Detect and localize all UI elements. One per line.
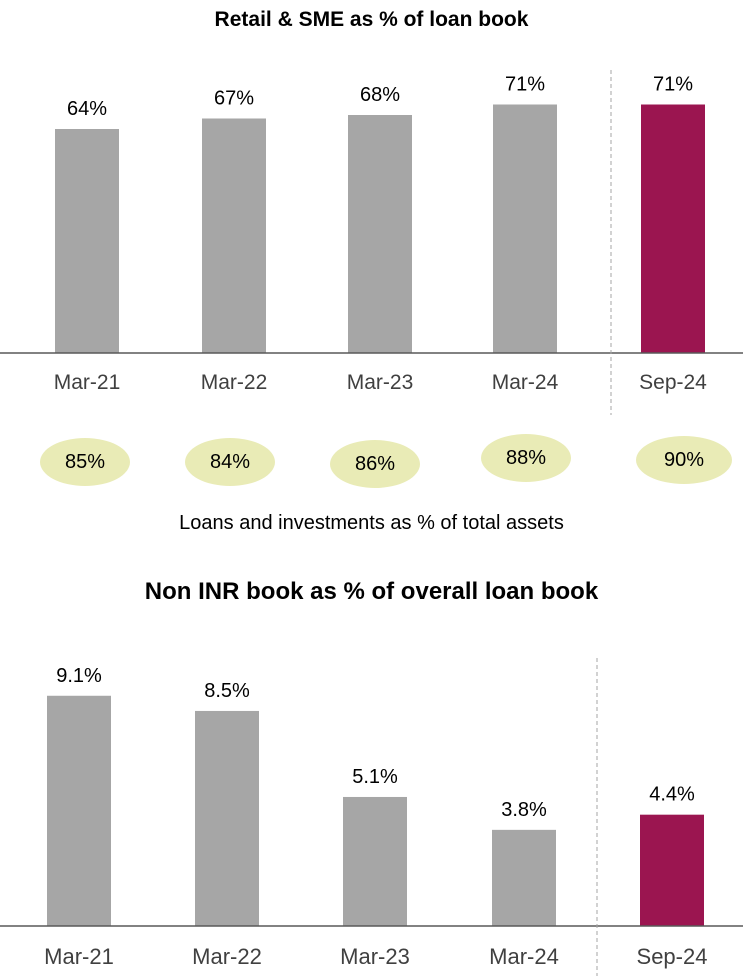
data-label-mar-22: 67% <box>214 88 254 110</box>
oval-mar-24: 88% <box>481 434 571 482</box>
data-label-sep-24: 71% <box>653 74 693 96</box>
tick-label-sep-24: Sep-24 <box>639 371 707 394</box>
bar-mar-24 <box>493 104 557 353</box>
tick-label-mar-22: Mar-22 <box>192 944 262 969</box>
data-label-mar-23: 68% <box>360 84 400 106</box>
bar-sep-24 <box>640 814 704 926</box>
data-label-mar-24: 71% <box>505 74 545 96</box>
loans-investments-ovals: 85% 84% 86% 88% 90% <box>0 434 743 490</box>
tick-label-mar-22: Mar-22 <box>201 371 268 394</box>
data-label-mar-21: 64% <box>67 98 107 120</box>
tick-label-mar-24: Mar-24 <box>489 944 559 969</box>
tick-label-sep-24: Sep-24 <box>637 944 708 969</box>
bar-mar-21 <box>55 129 119 353</box>
tick-label-mar-23: Mar-23 <box>347 371 414 394</box>
oval-mar-22: 84% <box>185 438 275 486</box>
bar-mar-24 <box>492 829 556 926</box>
data-label-mar-23: 5.1% <box>352 766 398 788</box>
chart1-title: Retail & SME as % of loan book <box>214 8 529 31</box>
oval-mar-23: 86% <box>330 440 420 488</box>
bar-mar-22 <box>202 118 266 353</box>
tick-label-mar-24: Mar-24 <box>492 371 559 394</box>
bar-mar-23 <box>343 796 407 926</box>
data-label-sep-24: 4.4% <box>649 784 695 806</box>
tick-label-mar-21: Mar-21 <box>44 944 114 969</box>
oval-mar-21: 85% <box>40 438 130 486</box>
bar-mar-21 <box>47 695 111 926</box>
bar-mar-23 <box>348 115 412 353</box>
bar-mar-22 <box>195 710 259 926</box>
data-label-mar-22: 8.5% <box>204 680 250 702</box>
bar-sep-24 <box>641 104 705 353</box>
chart2-title: Non INR book as % of overall loan book <box>144 578 599 605</box>
data-label-mar-21: 9.1% <box>56 665 102 687</box>
data-label-mar-24: 3.8% <box>501 799 547 821</box>
loans-investments-caption: Loans and investments as % of total asse… <box>179 512 564 534</box>
chart1-retail-sme: 64% Mar-21 67% Mar-22 68% Mar-23 71% Mar-24 71% S… <box>0 70 743 415</box>
chart2-non-inr: 9.1% Mar-21 8.5% Mar-22 5.1% Mar-23 3.8% Mar-24… <box>0 658 743 976</box>
oval-sep-24: 90% <box>636 436 732 484</box>
tick-label-mar-23: Mar-23 <box>340 944 410 969</box>
tick-label-mar-21: Mar-21 <box>54 371 121 394</box>
